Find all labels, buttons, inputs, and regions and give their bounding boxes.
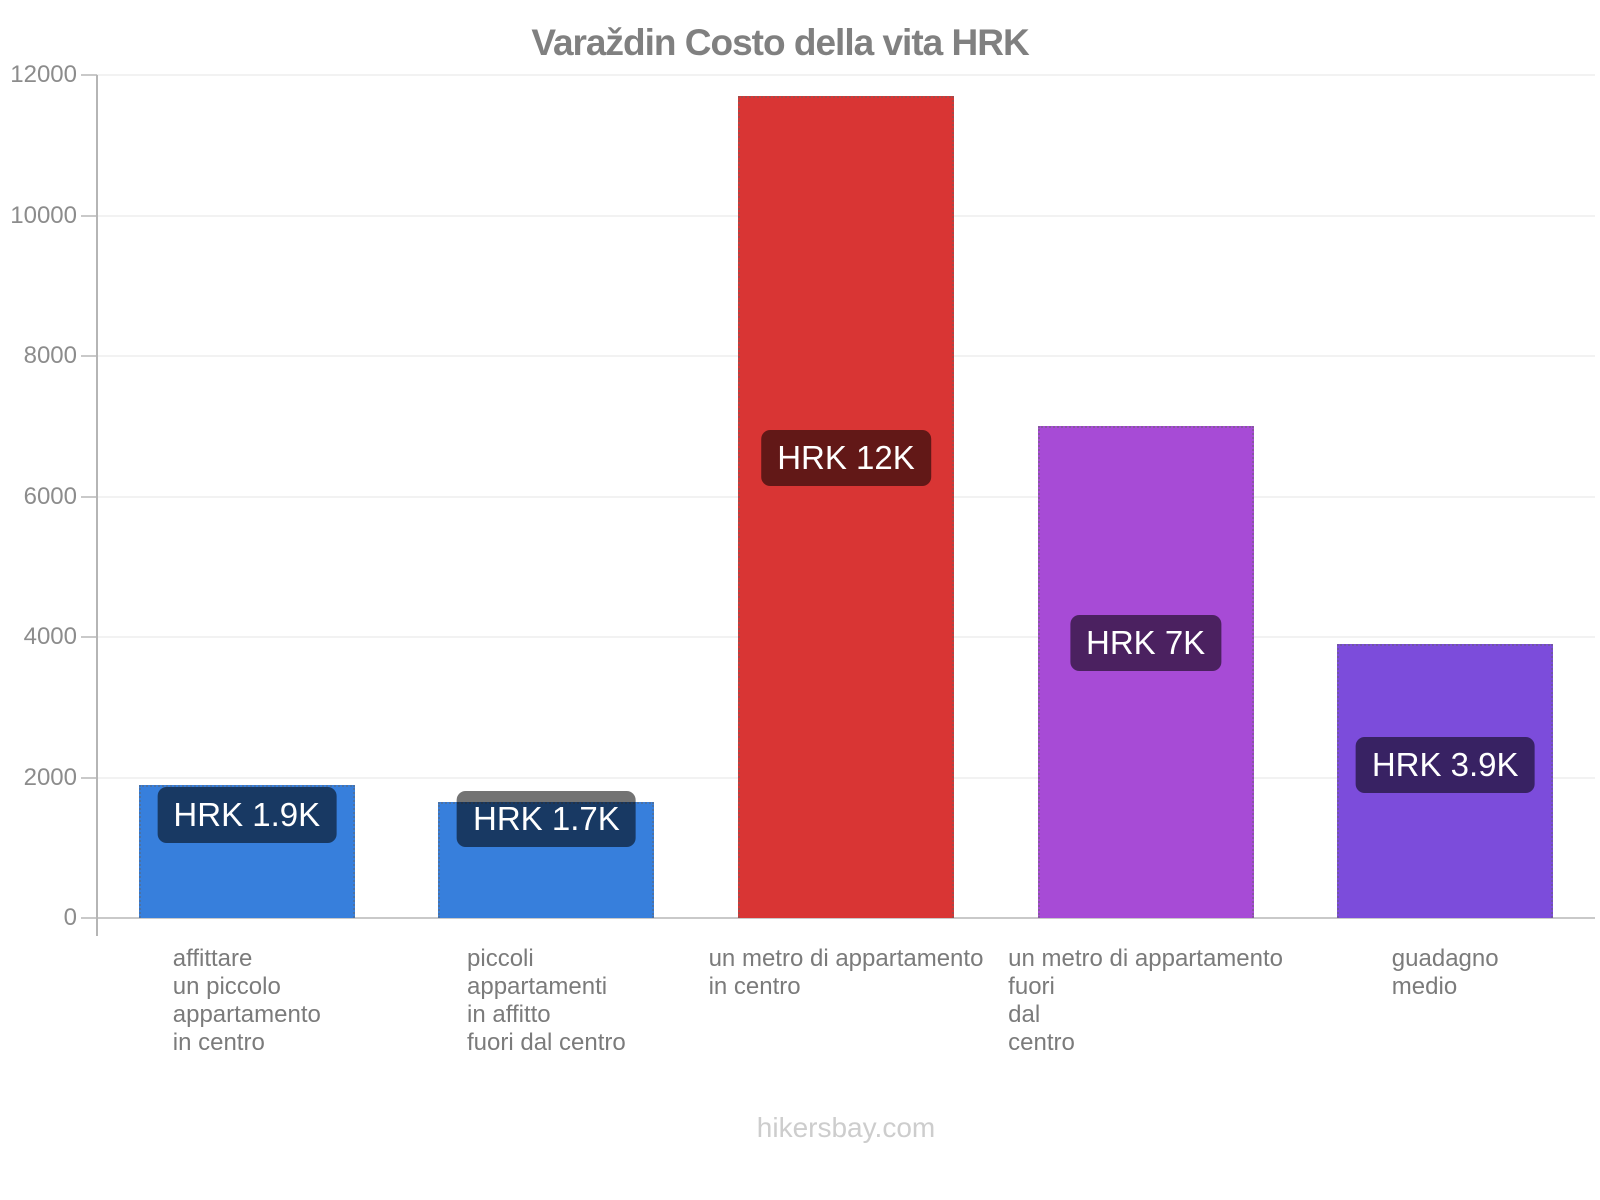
x-axis-label: un metro di appartamento fuori dal centr… — [1008, 945, 1284, 1056]
y-axis-line — [96, 75, 98, 936]
bar[interactable] — [1037, 426, 1254, 918]
baseline — [97, 917, 1595, 919]
y-tick-label: 0 — [63, 904, 77, 931]
y-tick-label: 8000 — [23, 342, 77, 369]
x-axis-label: piccoli appartamenti in affitto fuori da… — [467, 945, 626, 1056]
y-tick-label: 4000 — [23, 623, 77, 650]
watermark: hikersbay.com — [756, 1112, 936, 1143]
x-axis-label: guadagno medio — [1391, 945, 1499, 1000]
x-axis-label: affittare un piccolo appartamento in cen… — [172, 945, 321, 1056]
y-tick-mark — [81, 214, 97, 217]
y-tick-mark — [81, 355, 97, 357]
bar-value-label: HRK 1.7K — [457, 791, 636, 848]
y-tick-label: 10000 — [10, 201, 77, 229]
y-tick-label: 6000 — [23, 482, 77, 510]
y-tick-label: 12000 — [10, 61, 77, 88]
y-tick-label: 2000 — [23, 763, 77, 791]
bar-value-label: HRK 3.9K — [1355, 736, 1535, 793]
bar-value-label: HRK 12K — [761, 429, 931, 486]
bar-value-label: HRK 1.9K — [157, 787, 337, 843]
y-tick-mark — [81, 636, 97, 638]
chart-title: Varaždin Costo della vita HRK — [531, 22, 1029, 63]
y-tick-mark — [81, 917, 97, 919]
y-tick-mark — [81, 74, 97, 76]
y-tick-mark — [81, 776, 97, 779]
bar[interactable] — [738, 96, 954, 918]
x-axis-label: un metro di appartamento in centro — [708, 945, 984, 1000]
y-tick-mark — [81, 495, 97, 498]
bar-value-label: HRK 7K — [1069, 614, 1222, 671]
gridline — [97, 74, 1595, 76]
